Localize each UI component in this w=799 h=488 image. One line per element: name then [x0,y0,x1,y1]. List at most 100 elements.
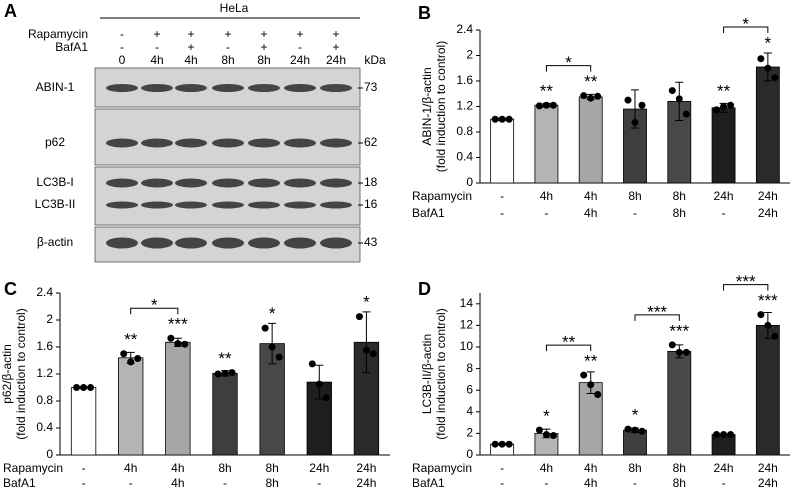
kda-value: 73 [364,80,378,94]
data-point [764,321,772,329]
y-axis-label: (fold induction to control) [434,308,448,439]
kda-value: 18 [364,175,378,189]
data-point [87,384,95,391]
treatment-sign: - [120,40,124,54]
data-point [355,313,363,321]
category-label: - [500,189,504,203]
data-point [720,103,728,110]
data-point [505,115,513,123]
data-point [549,432,557,440]
band-label: LC3B-II [35,197,76,211]
significance: *** [168,315,188,334]
category-label: - [544,476,548,488]
category-label: 4h [124,461,137,475]
category-label: 8h [628,461,641,475]
row-label: Rapamycin [28,27,88,41]
category-label: 24h [758,189,778,203]
y-tick-label: 2 [466,426,473,440]
band [212,237,244,249]
data-point [549,101,557,109]
bracket-label: ** [562,333,576,352]
data-point [505,440,513,448]
row-label: BafA1 [3,476,36,488]
y-tick-label: 0.4 [456,150,473,164]
bracket [545,65,592,72]
band [106,84,138,92]
data-point [764,64,772,72]
data-point [362,346,370,354]
category-label: - [544,206,548,220]
panel-letter: B [418,3,431,23]
treatment-sign: + [153,27,160,41]
y-tick-label: 2 [466,48,473,62]
y-tick-label: 0 [466,175,473,189]
category-label: - [317,476,321,488]
significance: ** [584,72,598,91]
data-point [315,380,323,388]
category-label: 24h [758,476,778,488]
data-point [134,354,142,362]
significance: ** [717,82,731,101]
band [284,178,316,188]
treatment-sign: + [332,40,339,54]
significance: *** [758,291,778,310]
data-point [221,369,229,377]
bracket [723,284,769,291]
data-point [631,426,639,434]
category-label: 8h [265,476,278,488]
band [175,138,207,148]
bar [490,118,515,184]
band [141,237,173,249]
data-point [757,55,765,63]
data-point [580,371,588,379]
data-point [542,101,550,109]
data-point [587,381,595,389]
significance: *** [669,321,689,340]
treatment-sign: + [260,27,267,41]
category-label: 24h [356,461,376,475]
data-point [214,370,222,378]
band [175,237,207,249]
data-point [80,384,88,391]
data-point [535,426,543,434]
band [175,178,207,188]
treatment-sign: - [155,40,159,54]
band [175,84,207,92]
category-label: 8h [673,206,686,220]
band [212,178,244,188]
treatment-sign: - [226,40,230,54]
significance: ** [584,352,598,371]
y-axis-label: ABIN-1/β-actin [420,67,434,145]
panel-letter: A [4,1,17,21]
data-point [727,101,735,109]
panel-letter: C [4,279,17,299]
band [248,84,280,92]
band-label: LC3B-I [36,175,73,189]
data-point [668,341,676,349]
data-point [120,350,128,358]
blot-panel [94,166,361,226]
cell-line: HeLa [220,1,249,15]
y-axis-label: p62/β-actin [0,344,14,404]
data-point [587,94,595,102]
data-point [308,360,316,368]
band [320,178,352,188]
band [284,84,316,92]
time-label: 8h [221,53,234,67]
category-label: 8h [673,189,686,203]
blot-panel [94,108,361,166]
band-label: β-actin [37,235,73,249]
category-label: - [82,461,86,475]
category-label: 24h [714,189,734,203]
bracket [634,314,680,321]
bracket-label: * [565,53,572,72]
significance: * [269,304,276,323]
significance: * [632,406,639,425]
panel-letter: D [418,279,431,299]
treatment-sign: + [187,27,194,41]
category-label: 4h [540,189,553,203]
bracket [130,307,179,315]
bar [212,372,238,456]
time-label: 24h [326,53,346,67]
